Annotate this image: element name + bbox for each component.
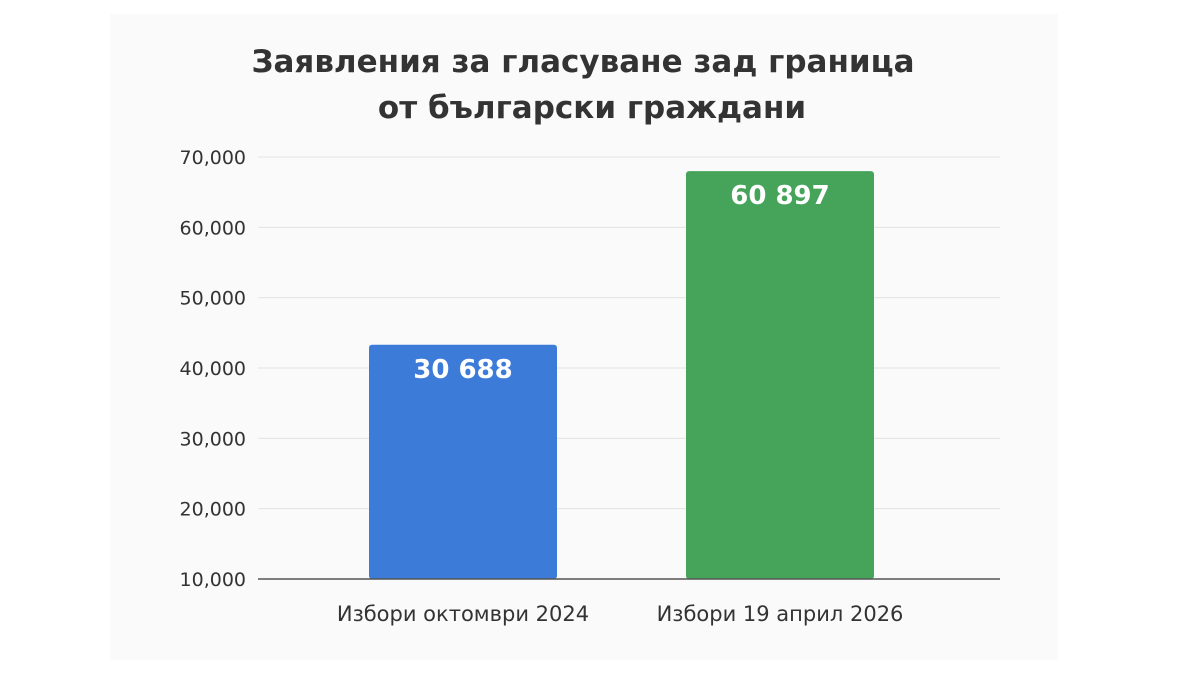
bar	[369, 344, 557, 579]
bar-value-label: 60 897	[730, 181, 830, 211]
y-axis-ticks: 10,000 20,000 30,000 40,000 50,000 60,000 70,0…	[180, 147, 246, 591]
x-category-label: Избори октомври 2024	[337, 602, 589, 626]
y-tick-label: 40,000	[180, 358, 246, 380]
chart-panel	[110, 14, 1058, 660]
chart-title-line-2: от български граждани	[378, 90, 806, 126]
y-tick-label: 30,000	[180, 428, 246, 450]
y-tick-label: 70,000	[180, 147, 246, 169]
x-axis-categories: Избори октомври 2024 Избори 19 април 2026	[337, 602, 904, 626]
bar-value-label: 30 688	[413, 355, 513, 385]
x-category-label: Избори 19 април 2026	[657, 602, 904, 626]
chart-title-line-1: Заявления за гласуване зад граница	[251, 44, 914, 80]
bar	[686, 171, 874, 580]
y-tick-label: 60,000	[180, 217, 246, 239]
bars: 30 688 60 897	[369, 171, 874, 580]
y-tick-label: 50,000	[180, 288, 246, 310]
y-tick-label: 20,000	[180, 499, 246, 521]
y-tick-label: 10,000	[180, 569, 246, 591]
